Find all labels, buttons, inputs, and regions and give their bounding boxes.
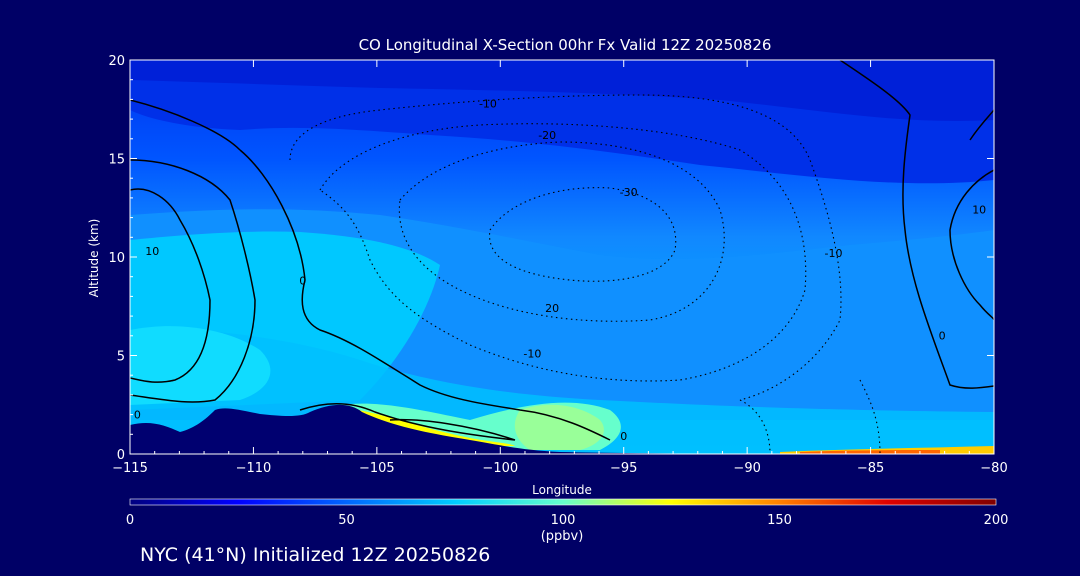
y-axis-label: Altitude (km)	[87, 219, 101, 298]
x-tick-label: −95	[610, 461, 637, 476]
x-tick-label: −105	[359, 461, 395, 476]
contour-label: 10	[145, 245, 159, 258]
contour-label: -10	[479, 97, 497, 110]
contour-labels: -10 -20 -30 20 -10 -10 10 0 0 0 0 10	[134, 97, 986, 443]
contour-label: -10	[523, 347, 541, 360]
contour-label: 0	[134, 409, 141, 422]
x-axis: −115 −110 −105 −100 −95 −90 −85 −80	[112, 60, 1008, 476]
terrain	[130, 404, 994, 454]
colorbar-ticks: 0 50 100 150 200	[126, 513, 1009, 528]
field-cyan-bright	[130, 326, 271, 405]
footer-caption: NYC (41°N) Initialized 12Z 20250826	[140, 544, 490, 566]
contour-label: -20	[538, 129, 556, 142]
y-tick-label: 0	[117, 448, 125, 463]
contour-solid-zero	[239, 149, 611, 441]
contour-solid-west-a	[130, 159, 256, 403]
contour-label: 0	[939, 330, 946, 343]
y-axis: 0 5 10 15 20	[108, 54, 994, 463]
x-tick-label: −110	[236, 461, 272, 476]
contour-label: -30	[620, 186, 638, 199]
x-tick-label: −115	[112, 461, 148, 476]
contour-label: 0	[620, 430, 627, 443]
contour-label: 10	[972, 204, 986, 217]
contour-solid-west-top	[130, 99, 241, 151]
colorbar-tick-label: 0	[126, 513, 134, 528]
chart-title: CO Longitudinal X-Section 00hr Fx Valid …	[359, 36, 772, 54]
colorbar-tick-label: 100	[551, 513, 576, 528]
colorbar-tick-label: 150	[767, 513, 792, 528]
x-tick-label: −90	[733, 461, 760, 476]
y-tick-label: 5	[117, 350, 125, 365]
contour-lines	[130, 60, 994, 454]
contour-dotted-outer	[289, 94, 842, 401]
colorbar-tick-label: 50	[338, 513, 355, 528]
contour-label: 20	[545, 302, 559, 315]
contour-label: 0	[299, 275, 306, 288]
y-tick-label: 15	[108, 153, 125, 168]
x-tick-label: −100	[482, 461, 518, 476]
field-east-surface-red	[800, 450, 940, 454]
colorbar-tick-label: 200	[984, 513, 1009, 528]
contour-dotted-east	[739, 379, 881, 454]
x-tick-label: −80	[980, 461, 1007, 476]
contour-label: -10	[825, 247, 843, 260]
field-top-darkest	[130, 60, 994, 121]
contour-solid-east-a	[839, 60, 994, 389]
x-tick-label: −85	[857, 461, 884, 476]
x-axis-label: Longitude	[532, 483, 592, 497]
colorbar-units: (ppbv)	[541, 529, 584, 544]
contour-solid-surface	[299, 403, 516, 441]
concentration-field	[130, 60, 994, 454]
field-green-plume	[514, 404, 604, 450]
field-yellow-plume	[345, 408, 515, 446]
contour-dotted-inner-20	[398, 141, 725, 322]
y-tick-label: 20	[108, 54, 125, 69]
y-tick-label: 10	[108, 251, 125, 266]
colorbar	[129, 498, 997, 506]
contour-solid-east-b	[949, 169, 994, 321]
contour-solid-east-c	[969, 109, 994, 141]
contour-solid-west-b	[130, 188, 211, 383]
